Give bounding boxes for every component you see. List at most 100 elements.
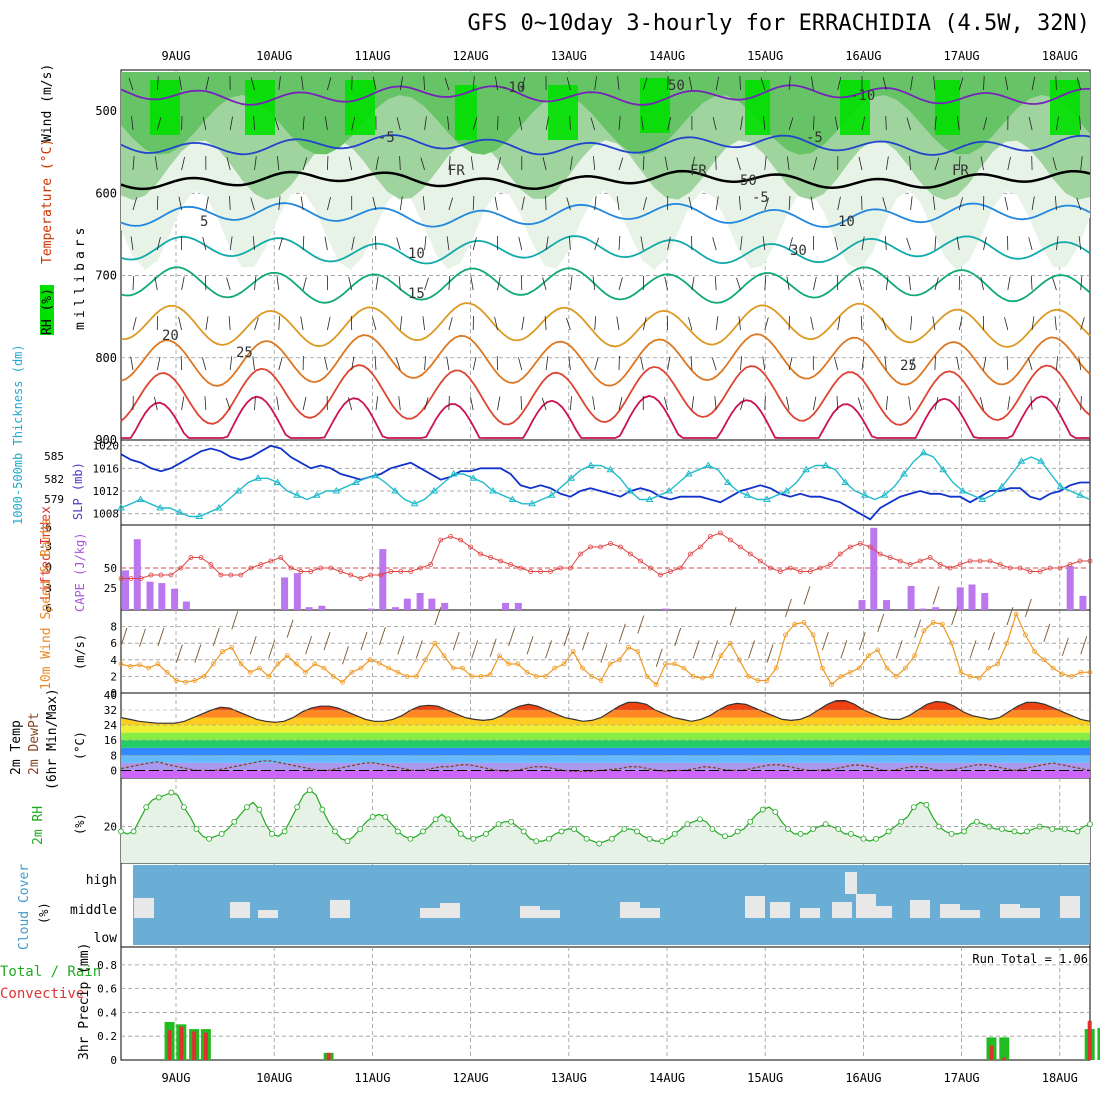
top-date-label: 14AUG <box>649 49 685 63</box>
wind-marker <box>986 665 991 671</box>
thickness-tick: 585 <box>44 450 64 463</box>
wind-barb <box>691 276 695 291</box>
wind-marker <box>1032 649 1038 654</box>
cape-bar <box>1066 566 1074 610</box>
wind-marker <box>173 678 179 683</box>
rh-marker <box>269 830 275 837</box>
rh-high-patch <box>455 85 477 140</box>
li-marker <box>887 555 893 560</box>
mid-cloud-block <box>420 908 440 918</box>
wind-barb <box>616 316 620 331</box>
rh-marker <box>923 801 930 808</box>
wind-marker <box>580 665 585 671</box>
li-marker <box>997 562 1003 567</box>
wind-marker <box>866 653 871 659</box>
wind-barb10m <box>175 644 183 663</box>
rh-marker <box>621 826 628 832</box>
wind-barb <box>934 157 940 171</box>
mid-cloud-block <box>745 896 765 918</box>
rh-high-patch <box>345 80 375 135</box>
wind-barb <box>858 277 863 291</box>
wind-barb <box>664 156 668 171</box>
cape-bar <box>441 602 449 610</box>
thickness-tick: 582 <box>44 473 64 486</box>
cloud-background <box>133 865 1090 945</box>
wind-barb <box>497 276 501 291</box>
wind-barb <box>278 316 281 331</box>
bottom-date-label: 12AUG <box>453 1071 489 1085</box>
wind-barb <box>252 236 255 251</box>
wind-barb <box>715 316 719 331</box>
wind-barb <box>594 237 599 251</box>
li-marker <box>857 541 863 546</box>
wind-marker <box>995 661 1001 667</box>
wind-barb <box>327 316 331 331</box>
wind-marker <box>340 679 345 685</box>
cape-tick: 50 <box>104 562 117 575</box>
mid-cloud-block <box>258 910 278 918</box>
mid-cloud-block <box>1060 896 1080 918</box>
wind-barb <box>521 76 526 91</box>
thickness-marker <box>567 474 576 481</box>
li-marker <box>817 565 823 571</box>
rh-marker <box>445 816 452 823</box>
temp-contour-30 <box>120 364 1091 426</box>
rh-marker <box>797 830 804 837</box>
rh-marker <box>155 794 162 801</box>
wind-marker <box>386 665 392 671</box>
wind-barb <box>1052 157 1057 171</box>
li-marker <box>648 565 653 571</box>
rh-high-patch <box>150 80 180 135</box>
wind-marker <box>460 665 465 671</box>
wind-barb10m <box>231 611 239 630</box>
wind-tick: 0 <box>110 687 117 700</box>
thickness-marker <box>332 487 341 494</box>
wind-barb <box>470 276 474 291</box>
rh-marker <box>545 835 552 842</box>
wind-barb <box>906 237 911 251</box>
wind-barb <box>932 196 936 211</box>
temp-band <box>121 710 1090 718</box>
pressure-tick: 700 <box>95 269 117 283</box>
wind-tick: 2 <box>110 670 117 683</box>
temp-band <box>121 702 1090 710</box>
wind-barb <box>204 396 207 411</box>
rh-marker <box>948 830 955 837</box>
wind-barb <box>521 196 525 211</box>
temp-band <box>121 725 1090 733</box>
temp-contour-5 <box>120 202 1091 228</box>
wind-marker <box>257 665 262 671</box>
temp-tick: 0 <box>110 764 117 777</box>
cape-label: CAPE (J/kg) <box>73 533 87 612</box>
temp-line <box>120 699 1091 724</box>
wind-barb <box>667 356 671 371</box>
wind-barb <box>810 316 814 331</box>
wind-barb10m <box>1006 607 1014 626</box>
wind-barb <box>910 76 913 91</box>
rh-marker <box>659 838 666 845</box>
li-marker <box>318 565 324 571</box>
wind-barb <box>594 196 597 211</box>
contour-label: 30 <box>790 243 807 259</box>
rh-marker <box>1011 828 1018 835</box>
li-marker <box>168 572 174 578</box>
wind-barb <box>395 357 401 371</box>
cape-bar <box>146 581 154 610</box>
li-marker <box>308 569 314 574</box>
li-label: Lifted Index <box>39 506 54 600</box>
wind-barb <box>302 396 307 411</box>
rh-marker <box>533 838 540 845</box>
wind-barb10m <box>895 640 903 659</box>
wind-barb <box>934 277 939 291</box>
chart-title: GFS 0~10day 3-hourly for ERRACHIDIA (4.5… <box>467 11 1090 36</box>
wind-barb <box>446 236 450 251</box>
temp-contour-20 <box>120 302 1091 348</box>
wind-barb <box>882 77 887 91</box>
li-marker <box>298 569 304 574</box>
wind-barb10m <box>914 619 922 638</box>
rh-marker <box>319 806 326 813</box>
rh-marker <box>344 838 351 845</box>
wind-barb <box>910 357 915 371</box>
li-line <box>121 532 1090 580</box>
